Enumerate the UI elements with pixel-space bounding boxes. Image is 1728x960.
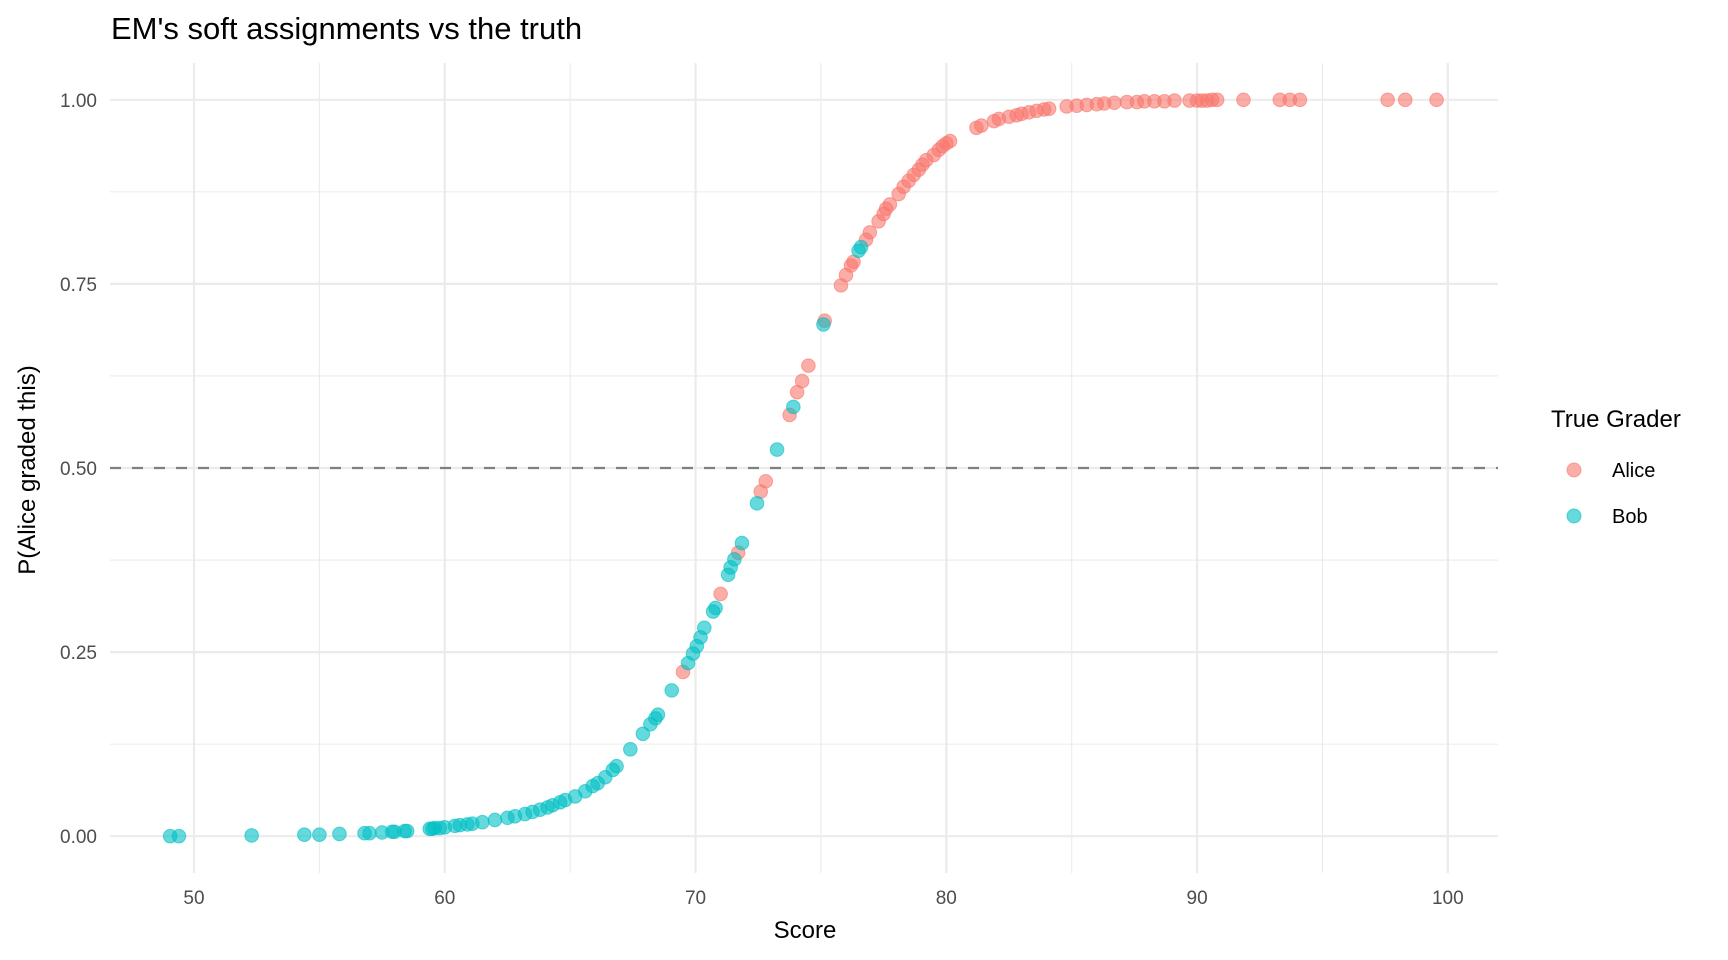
y-tick-label: 0.00 (60, 827, 97, 848)
y-tick-label: 0.75 (60, 275, 97, 296)
data-point-bob (171, 828, 187, 844)
data-point-alice (801, 358, 816, 373)
data-point-bob (697, 620, 712, 636)
data-point-alice (1380, 92, 1395, 108)
data-point-bob (362, 825, 377, 841)
data-point-bob (623, 741, 638, 757)
data-point-alice (713, 586, 728, 602)
data-point-bob (664, 683, 680, 698)
legend-label-alice: Alice (1612, 460, 1655, 482)
data-point-bob (769, 442, 785, 457)
data-point-alice (882, 197, 898, 212)
legend-label-bob: Bob (1612, 506, 1648, 528)
data-point-alice (862, 225, 878, 240)
data-point-bob (609, 758, 624, 774)
data-point-bob (244, 828, 259, 843)
data-point-bob (297, 827, 312, 843)
y-tick-label: 0.25 (60, 643, 97, 664)
legend: True Grader Alice Bob (1551, 406, 1681, 528)
x-tick-label: 70 (685, 888, 706, 909)
data-point-alice (1167, 93, 1182, 108)
data-point-bob (399, 823, 415, 839)
data-point-alice (1292, 92, 1308, 108)
data-point-alice (1397, 92, 1413, 108)
x-tick-label: 90 (1187, 888, 1208, 909)
y-axis-tick-labels: 0.00 0.25 0.50 0.75 1.00 (60, 91, 97, 848)
data-point-alice (758, 473, 774, 489)
data-point-alice (794, 373, 810, 389)
data-point-alice (1107, 95, 1122, 111)
data-point-alice (1429, 92, 1444, 108)
data-point-bob (786, 399, 801, 415)
data-point-bob (487, 812, 503, 828)
y-tick-label: 1.00 (60, 91, 97, 112)
data-point-bob (853, 239, 869, 255)
data-point-bob (734, 535, 750, 551)
data-point-bob (650, 707, 666, 722)
data-point-bob (312, 827, 327, 843)
data-point-bob (816, 317, 831, 332)
data-point-bob (635, 726, 651, 742)
data-point-alice (974, 118, 989, 133)
data-point-bob (332, 826, 347, 842)
data-point-alice (1236, 92, 1251, 108)
data-point-alice (1041, 101, 1057, 116)
x-tick-label: 50 (183, 888, 204, 909)
data-point-alice (942, 133, 958, 149)
data-points (162, 92, 1444, 844)
x-axis-title: Score (774, 917, 837, 944)
x-tick-label: 100 (1432, 888, 1464, 909)
y-axis-title: P(Alice graded this) (14, 365, 41, 574)
legend-key-alice (1566, 462, 1582, 478)
data-point-bob (475, 814, 490, 830)
y-tick-label: 0.50 (60, 459, 97, 480)
data-point-bob (708, 600, 723, 616)
data-point-bob (749, 496, 765, 511)
data-point-alice (1209, 92, 1225, 108)
x-tick-label: 80 (936, 888, 957, 909)
legend-key-bob (1566, 508, 1582, 524)
x-axis-tick-labels: 50 60 70 80 90 100 (183, 888, 1463, 909)
legend-title: True Grader (1551, 406, 1681, 433)
x-tick-label: 60 (434, 888, 455, 909)
chart-title: EM's soft assignments vs the truth (111, 11, 582, 46)
data-point-bob (727, 552, 742, 567)
